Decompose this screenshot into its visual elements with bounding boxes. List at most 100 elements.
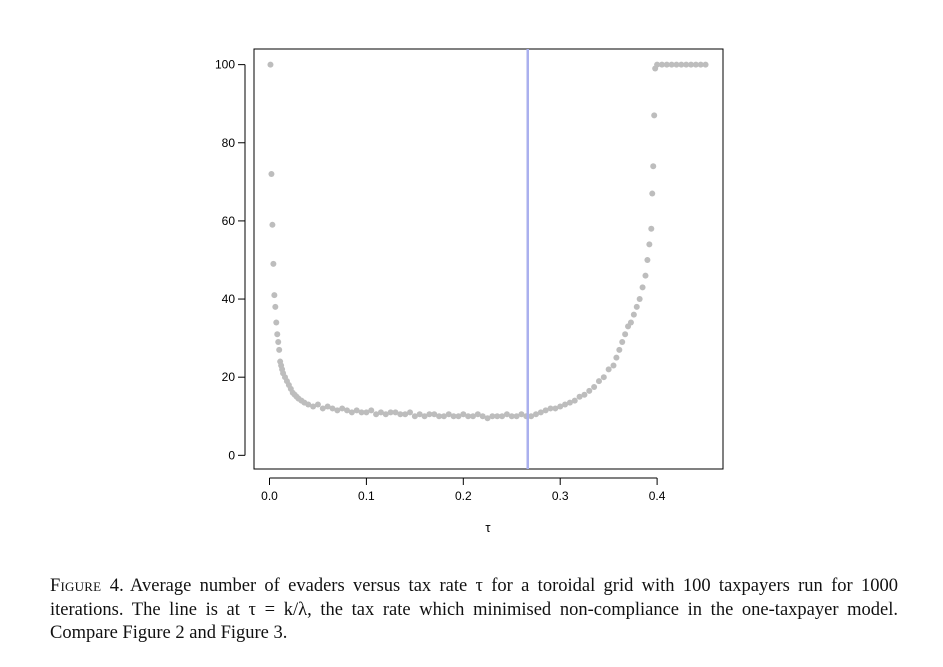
data-point bbox=[397, 411, 404, 418]
data-point bbox=[499, 413, 506, 420]
data-point bbox=[688, 61, 695, 68]
data-point bbox=[646, 241, 653, 248]
y-tick-label: 60 bbox=[222, 214, 236, 228]
x-axis-label: τ bbox=[485, 520, 491, 535]
data-point bbox=[334, 407, 341, 414]
data-point bbox=[658, 61, 665, 68]
data-point bbox=[373, 411, 380, 418]
y-tick-label: 100 bbox=[215, 58, 235, 72]
data-point bbox=[537, 409, 544, 416]
data-point bbox=[273, 319, 280, 326]
data-point bbox=[627, 319, 634, 326]
data-point bbox=[532, 411, 539, 418]
data-point bbox=[622, 331, 629, 338]
data-point bbox=[411, 413, 418, 420]
x-tick-label: 0.4 bbox=[649, 489, 666, 503]
data-point bbox=[276, 346, 283, 353]
x-tick-label: 0.0 bbox=[261, 489, 278, 503]
data-point bbox=[591, 383, 598, 390]
data-point bbox=[644, 256, 651, 263]
data-point bbox=[613, 354, 620, 361]
points-layer bbox=[267, 61, 709, 422]
data-point bbox=[319, 405, 326, 412]
data-point bbox=[436, 413, 443, 420]
data-point bbox=[636, 296, 643, 303]
data-point bbox=[275, 339, 282, 346]
data-point bbox=[697, 61, 704, 68]
data-point bbox=[324, 403, 331, 410]
data-point bbox=[426, 411, 433, 418]
data-point bbox=[571, 397, 578, 404]
data-point bbox=[465, 413, 472, 420]
data-point bbox=[431, 411, 438, 418]
data-point bbox=[387, 409, 394, 416]
data-point bbox=[595, 378, 602, 385]
data-point bbox=[484, 415, 491, 422]
data-point bbox=[310, 403, 317, 410]
data-point bbox=[353, 407, 360, 414]
data-point bbox=[377, 409, 384, 416]
data-point bbox=[576, 393, 583, 400]
y-tick-label: 0 bbox=[228, 448, 235, 462]
data-point bbox=[663, 61, 670, 68]
data-point bbox=[269, 221, 276, 228]
data-point bbox=[474, 411, 481, 418]
data-point bbox=[479, 413, 486, 420]
data-point bbox=[639, 284, 646, 291]
data-point bbox=[470, 413, 476, 420]
data-point bbox=[562, 401, 569, 408]
data-point bbox=[445, 411, 452, 418]
data-point bbox=[581, 391, 588, 398]
data-point bbox=[528, 413, 535, 420]
data-point bbox=[616, 346, 623, 353]
data-point bbox=[314, 401, 321, 408]
data-point bbox=[673, 61, 680, 68]
data-point bbox=[605, 366, 612, 373]
data-point bbox=[455, 413, 462, 420]
scatter-plot: 0.0 0.1 0.2 0.3 0.4 0 20 40 60 80 100 τ bbox=[215, 48, 724, 535]
data-point bbox=[630, 311, 637, 318]
data-point bbox=[305, 401, 312, 408]
data-point bbox=[557, 403, 564, 410]
figure-plot: 0.0 0.1 0.2 0.3 0.4 0 20 40 60 80 100 τ bbox=[215, 48, 724, 535]
data-point bbox=[642, 272, 649, 279]
data-point bbox=[270, 260, 277, 267]
data-point bbox=[382, 411, 389, 418]
data-point bbox=[702, 61, 709, 68]
data-point bbox=[586, 387, 593, 394]
data-point bbox=[440, 413, 447, 420]
data-point bbox=[503, 411, 510, 418]
data-point bbox=[692, 61, 699, 68]
data-point bbox=[402, 411, 409, 418]
data-point bbox=[407, 409, 414, 416]
data-point bbox=[651, 112, 658, 119]
data-point bbox=[494, 413, 501, 420]
data-point bbox=[348, 409, 355, 416]
data-point bbox=[683, 61, 690, 68]
data-point bbox=[633, 303, 640, 310]
data-point bbox=[668, 61, 675, 68]
data-point bbox=[358, 409, 365, 416]
data-point bbox=[650, 163, 657, 170]
data-point bbox=[272, 303, 279, 310]
data-point bbox=[489, 413, 496, 420]
y-tick-label: 80 bbox=[222, 136, 236, 150]
data-point bbox=[619, 339, 626, 346]
data-point bbox=[329, 405, 336, 412]
x-tick-label: 0.3 bbox=[552, 489, 569, 503]
data-point bbox=[654, 61, 661, 68]
data-point bbox=[542, 407, 549, 414]
data-point bbox=[460, 411, 467, 418]
data-point bbox=[547, 405, 554, 412]
data-point bbox=[416, 411, 423, 418]
data-point bbox=[363, 409, 370, 416]
data-point bbox=[268, 171, 275, 178]
data-point bbox=[649, 190, 656, 197]
data-point bbox=[271, 292, 278, 299]
data-point bbox=[392, 409, 399, 416]
data-point bbox=[678, 61, 685, 68]
data-point bbox=[610, 362, 617, 369]
data-point bbox=[600, 374, 607, 381]
data-point bbox=[513, 413, 520, 420]
data-point bbox=[552, 405, 559, 412]
